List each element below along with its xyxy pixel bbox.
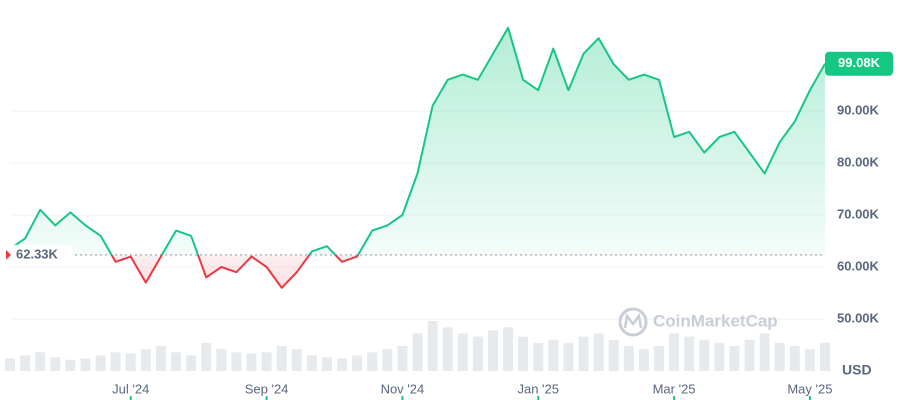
volume-bar [789,346,800,371]
baseline-label-box [6,244,72,265]
volume-bar [186,355,197,371]
volume-bar [548,339,559,371]
x-tick-label: Jul '24 [112,381,149,396]
volume-bar [427,321,438,371]
volume-bar [457,333,468,371]
volume-bar [35,352,46,371]
price-line [9,26,826,289]
volume-bar [201,342,212,371]
volume-bar [337,358,348,371]
area [10,27,825,288]
volume-bar [155,346,166,371]
watermark: CoinMarketCap [618,307,778,337]
volume-bar [684,336,695,371]
watermark-logo [618,307,648,337]
volume-bar [563,342,574,371]
volume-bar [171,352,182,371]
volume-bar [65,359,76,371]
volume-bar [306,355,317,371]
volume-bar [20,355,31,371]
volume-bar [95,355,106,371]
x-tick-label: Sep '24 [245,381,289,396]
x-tick-label: Jan '25 [517,381,559,396]
volume-bar [231,352,242,371]
volume-bar [729,346,740,371]
volume-bar [714,342,725,371]
volume-bar [216,349,227,371]
volume-bar [397,346,408,371]
volume-bar [291,349,302,371]
x-tick-label: Nov '24 [381,381,425,396]
volume-bar [820,342,830,371]
volume-bar [80,358,91,371]
volume-bar [593,333,604,371]
volume-bar [276,346,287,371]
volume-bar [412,333,423,371]
volume-bar [638,349,649,371]
volume-bar [442,327,453,371]
volume-bar [487,330,498,371]
baseline-marker [6,249,11,260]
plot-layer: 62.33K 99.08K [6,26,893,289]
volume-bar [246,353,257,371]
y-tick-label: 60.00K [837,258,880,273]
volume-bar [321,357,332,371]
volume-bar [653,346,664,371]
volume-bar [759,333,770,371]
y-unit: USD [842,362,872,378]
y-tick-label: 90.00K [837,102,880,117]
volume-bar [623,346,634,371]
y-tick-label: 70.00K [837,206,880,221]
watermark-logo-mark [623,312,643,329]
volume-bar [608,339,619,371]
volume-bar [352,355,363,371]
y-tick-label: 80.00K [837,154,880,169]
volume-bar [50,357,61,371]
volume-bar [533,342,544,371]
volume-bar [699,339,710,371]
x-tick-label: Mar '25 [653,381,696,396]
volume-bar [110,352,121,371]
current-price-badge [825,51,893,76]
watermark-text: CoinMarketCap [653,311,778,330]
volume-bar [5,358,15,371]
volume-bar [774,342,785,371]
volume-bar [578,336,589,371]
volume-bar [669,333,680,371]
volume-layer [5,321,830,371]
volume-bar [744,339,755,371]
volume-bar [140,349,151,371]
volume-bar [125,353,136,371]
volume-bar [382,349,393,371]
volume-bar [472,336,483,371]
baseline-label: 62.33K [16,246,59,261]
volume-bar [503,327,514,371]
volume-bar [367,352,378,371]
y-tick-label: 50.00K [837,310,880,325]
volume-bar [518,336,529,371]
current-price-label: 99.08K [838,55,881,70]
volume-bar [804,349,815,371]
x-tick-label: May '25 [787,381,832,396]
volume-bar [261,352,272,371]
